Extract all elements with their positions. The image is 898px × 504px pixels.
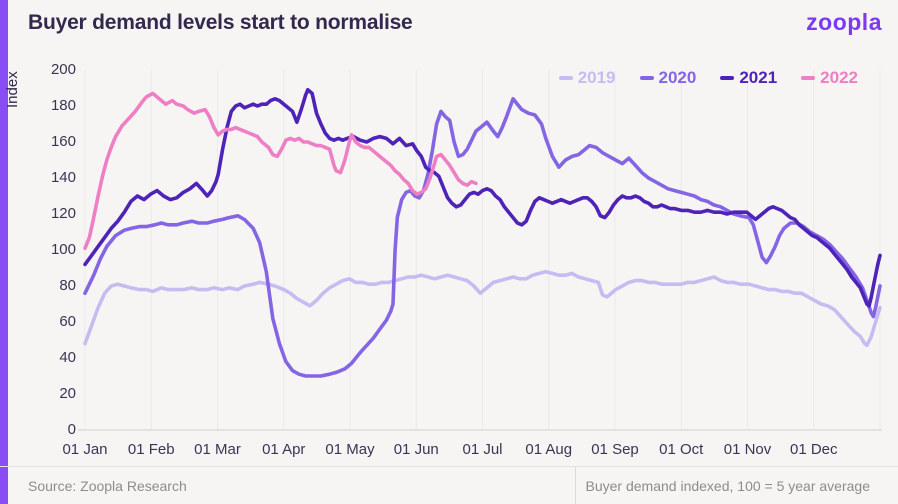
- y-tick-label: 200: [50, 61, 76, 78]
- legend-label: 2020: [658, 68, 697, 87]
- x-tick-label: 01 Mar: [194, 441, 241, 458]
- y-tick-label: 20: [59, 385, 76, 402]
- x-tick-label: 01 Jan: [62, 441, 108, 458]
- footer-divider: [575, 467, 576, 504]
- legend-label: 2022: [820, 68, 858, 87]
- page-title: Buyer demand levels start to normalise: [28, 11, 413, 34]
- legend-dash-icon: [720, 76, 735, 80]
- legend-dash-icon: [558, 76, 573, 80]
- series-line-2022: [83, 91, 478, 250]
- y-tick-label: 60: [59, 313, 76, 330]
- zoopla-logo: zoopla: [806, 9, 882, 35]
- legend-dash-icon: [639, 76, 654, 80]
- x-tick-label: 01 Dec: [789, 441, 838, 458]
- y-tick-label: 160: [50, 133, 76, 150]
- chart-legend: 2019 2020 2021 2022: [558, 68, 858, 88]
- series-line-2021: [83, 88, 882, 308]
- x-tick-label: 01 Sep: [591, 441, 639, 458]
- legend-item-2020[interactable]: 2020: [639, 68, 697, 88]
- y-tick-label: 40: [59, 349, 76, 366]
- footer-note: Buyer demand indexed, 100 = 5 year avera…: [585, 477, 870, 494]
- series-line-2020: [83, 97, 882, 378]
- x-tick-label: 01 Jun: [393, 441, 439, 458]
- x-tick-label: 01 Nov: [723, 441, 772, 458]
- y-tick-label: 0: [67, 421, 76, 438]
- legend-item-2022[interactable]: 2022: [801, 68, 858, 88]
- footer: Source: Zoopla Research Buyer demand ind…: [0, 466, 898, 504]
- y-tick-label: 100: [50, 241, 76, 258]
- x-tick-label: 01 Jul: [462, 441, 503, 458]
- x-tick-label: 01 May: [325, 441, 375, 458]
- footer-source: Source: Zoopla Research: [28, 477, 187, 494]
- y-tick-label: 120: [50, 205, 76, 222]
- series-line-2019: [83, 269, 882, 348]
- x-tick-label: 01 Oct: [659, 441, 704, 458]
- y-tick-label: 180: [50, 97, 76, 114]
- legend-label: 2021: [739, 68, 778, 87]
- x-tick-label: 01 Aug: [525, 441, 573, 458]
- legend-item-2019[interactable]: 2019: [558, 68, 616, 88]
- legend-label: 2019: [577, 68, 616, 87]
- accent-bar: [0, 0, 8, 504]
- x-tick-label: 01 Apr: [262, 441, 306, 458]
- legend-item-2021[interactable]: 2021: [720, 68, 777, 88]
- y-tick-label: 140: [50, 169, 76, 186]
- x-tick-label: 01 Feb: [127, 441, 175, 458]
- y-tick-label: 80: [59, 277, 76, 294]
- legend-dash-icon: [801, 76, 816, 80]
